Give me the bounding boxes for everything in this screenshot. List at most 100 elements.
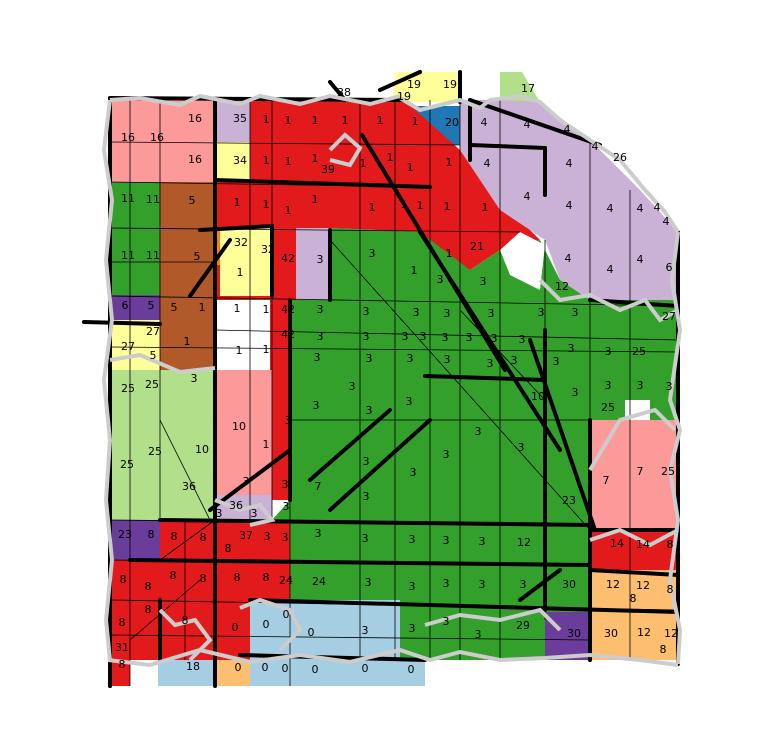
district-label: 5 bbox=[171, 301, 178, 314]
district-label: 1 bbox=[263, 343, 270, 356]
district-label: 1 bbox=[369, 201, 376, 214]
hole-1 bbox=[500, 232, 545, 290]
district-label: 14 bbox=[636, 538, 650, 551]
district-label: 12 bbox=[637, 626, 651, 639]
district-label: 8 bbox=[171, 530, 178, 543]
district-label: 3 bbox=[443, 577, 450, 590]
district-label: 1 bbox=[407, 161, 414, 174]
district-label: 6 bbox=[666, 261, 673, 274]
district-label: 1 bbox=[285, 114, 292, 127]
district-label: 8 bbox=[200, 531, 207, 544]
region-3 bbox=[272, 228, 678, 660]
district-label: 3 bbox=[568, 342, 575, 355]
district-label: 7 bbox=[603, 474, 610, 487]
district-label: 11 bbox=[121, 192, 135, 205]
district-label: 3 bbox=[572, 306, 579, 319]
district-label: 37 bbox=[239, 529, 253, 542]
district-label: 1 bbox=[236, 344, 243, 357]
district-label: 3 bbox=[480, 275, 487, 288]
district-label: 3 bbox=[366, 352, 373, 365]
district-label: 4 bbox=[607, 263, 614, 276]
region-18 bbox=[215, 660, 250, 686]
district-label: 26 bbox=[613, 151, 627, 164]
district-label: 3 bbox=[475, 425, 482, 438]
district-label: 1 bbox=[482, 201, 489, 214]
district-label: 8 bbox=[148, 528, 155, 541]
district-label: 8 bbox=[145, 603, 152, 616]
district-label: 1 bbox=[446, 156, 453, 169]
district-label: 8 bbox=[234, 571, 241, 584]
district-label: 3 bbox=[402, 330, 409, 343]
district-label: 8 bbox=[660, 643, 667, 656]
district-labels: 38 19 19 19 17 16 16 16 35 1 1 1 1 1 1 2… bbox=[115, 78, 678, 676]
district-label: 19 bbox=[407, 78, 421, 91]
district-label: 32 bbox=[261, 243, 275, 256]
district-label: 3 bbox=[314, 351, 321, 364]
district-label: 19 bbox=[443, 78, 457, 91]
district-label: 1 bbox=[263, 154, 270, 167]
district-label: 8 bbox=[263, 571, 270, 584]
district-label: 3 bbox=[406, 395, 413, 408]
district-label: 3 bbox=[369, 247, 376, 260]
district-label: 6 bbox=[122, 299, 129, 312]
district-label: 30 bbox=[567, 627, 581, 640]
district-label: 3 bbox=[365, 576, 372, 589]
district-label: 4 bbox=[592, 140, 599, 153]
district-label: 4 bbox=[524, 118, 531, 131]
district-label: 3 bbox=[443, 615, 450, 628]
region-8b bbox=[108, 660, 130, 686]
district-label: 1 bbox=[263, 303, 270, 316]
district-label: 16 bbox=[121, 131, 135, 144]
district-label: 3 bbox=[444, 307, 451, 320]
district-label: 3 bbox=[443, 534, 450, 547]
district-label: 16 bbox=[188, 112, 202, 125]
district-label: 12 bbox=[517, 536, 531, 549]
district-label: 3 bbox=[520, 578, 527, 591]
district-label: 1 bbox=[234, 302, 241, 315]
district-label: 1 bbox=[312, 152, 319, 165]
district-label: 3 bbox=[251, 507, 258, 520]
district-label: 3 bbox=[317, 330, 324, 343]
district-label: 1 bbox=[199, 301, 206, 314]
district-label: 39 bbox=[321, 163, 335, 176]
district-label: 4 bbox=[564, 123, 571, 136]
district-label: 4 bbox=[565, 252, 572, 265]
district-label: 34 bbox=[233, 154, 247, 167]
district-label: 1 bbox=[412, 115, 419, 128]
district-label: 10 bbox=[531, 390, 545, 403]
district-label: 25 bbox=[148, 445, 162, 458]
district-label: 3 bbox=[191, 372, 198, 385]
district-label: 0 bbox=[283, 608, 290, 621]
district-label: 0 bbox=[312, 663, 319, 676]
district-label: 3 bbox=[315, 527, 322, 540]
district-label: 24 bbox=[312, 575, 326, 588]
region-16 bbox=[110, 98, 215, 182]
district-label: 1 bbox=[312, 114, 319, 127]
district-label: 3 bbox=[285, 414, 292, 427]
district-label: 17 bbox=[521, 82, 535, 95]
district-label: 1 bbox=[285, 155, 292, 168]
district-label: 8 bbox=[145, 580, 152, 593]
district-label: 3 bbox=[349, 380, 356, 393]
district-label: 21 bbox=[470, 240, 484, 253]
district-label: 25 bbox=[121, 382, 135, 395]
district-label: 42 bbox=[281, 252, 295, 265]
district-label: 8 bbox=[200, 572, 207, 585]
district-label: 7 bbox=[315, 480, 322, 493]
region-10 bbox=[215, 370, 272, 500]
district-label: 3 bbox=[511, 354, 518, 367]
district-label: 1 bbox=[444, 200, 451, 213]
district-label: 3 bbox=[605, 345, 612, 358]
district-label: 23 bbox=[562, 494, 576, 507]
region-7 bbox=[590, 420, 678, 530]
district-label: 1 bbox=[234, 196, 241, 209]
district-label: 3 bbox=[553, 355, 560, 368]
district-label: 3 bbox=[466, 331, 473, 344]
district-label: 3 bbox=[282, 478, 289, 491]
district-label: 5 bbox=[150, 349, 157, 362]
district-label: 38 bbox=[337, 86, 351, 99]
district-label: 0 bbox=[282, 662, 289, 675]
district-label: 5 bbox=[194, 250, 201, 263]
district-label: 0 bbox=[308, 626, 315, 639]
district-label: 24 bbox=[279, 574, 293, 587]
